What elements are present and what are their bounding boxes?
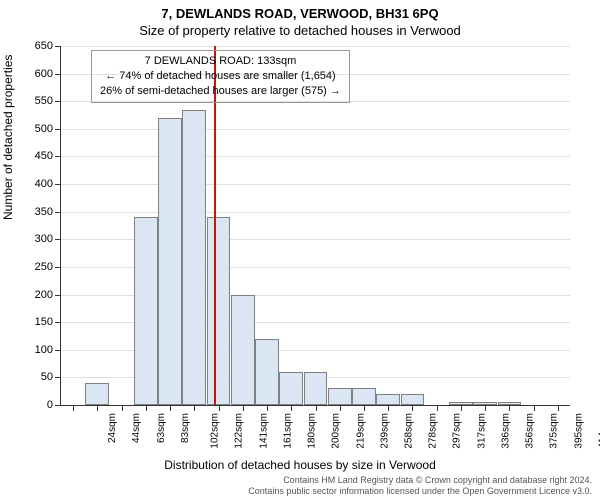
x-tick (267, 405, 268, 411)
chart-area: 0501001502002503003504004505005506006502… (60, 46, 570, 406)
x-tick (146, 405, 147, 411)
x-label: 44sqm (131, 413, 142, 443)
page-title: 7, DEWLANDS ROAD, VERWOOD, BH31 6PQ (0, 0, 600, 21)
x-tick (73, 405, 74, 411)
histogram-bar (352, 388, 376, 405)
y-label: 500 (35, 123, 61, 135)
x-label: 180sqm (307, 413, 318, 449)
x-tick (170, 405, 171, 411)
x-label: 161sqm (282, 413, 293, 449)
histogram-bar (207, 217, 231, 405)
infobox-line2: ← 74% of detached houses are smaller (1,… (100, 69, 341, 84)
chart-container: 7, DEWLANDS ROAD, VERWOOD, BH31 6PQ Size… (0, 0, 600, 500)
x-label: 83sqm (180, 413, 191, 443)
histogram-bar (134, 217, 158, 405)
x-label: 122sqm (234, 413, 245, 449)
infobox-line1: 7 DEWLANDS ROAD: 133sqm (100, 54, 341, 69)
y-label: 50 (41, 371, 61, 383)
x-label: 336sqm (501, 413, 512, 449)
y-label: 100 (35, 344, 61, 356)
histogram-bar (376, 394, 400, 405)
x-tick (219, 405, 220, 411)
y-label: 350 (35, 206, 61, 218)
x-label: 356sqm (525, 413, 536, 449)
x-tick (291, 405, 292, 411)
x-label: 297sqm (452, 413, 463, 449)
x-tick (97, 405, 98, 411)
y-label: 150 (35, 316, 61, 328)
gridline (61, 184, 570, 185)
histogram-bar (231, 295, 255, 405)
histogram-bar (279, 372, 303, 405)
x-label: 239sqm (379, 413, 390, 449)
y-label: 200 (35, 289, 61, 301)
x-label: 317sqm (476, 413, 487, 449)
y-label: 650 (35, 40, 61, 52)
x-label: 102sqm (210, 413, 221, 449)
x-tick (194, 405, 195, 411)
x-label: 258sqm (404, 413, 415, 449)
x-label: 278sqm (428, 413, 439, 449)
y-label: 550 (35, 95, 61, 107)
gridline (61, 156, 570, 157)
x-tick (388, 405, 389, 411)
x-tick (122, 405, 123, 411)
y-label: 400 (35, 178, 61, 190)
x-tick (437, 405, 438, 411)
x-label: 24sqm (107, 413, 118, 443)
x-tick (243, 405, 244, 411)
x-label: 141sqm (258, 413, 269, 449)
histogram-bar (401, 394, 425, 405)
x-tick (558, 405, 559, 411)
y-label: 300 (35, 233, 61, 245)
infobox-line3: 26% of semi-detached houses are larger (… (100, 84, 341, 99)
attribution-line1: Contains HM Land Registry data © Crown c… (248, 475, 592, 486)
attribution-line2: Contains public sector information licen… (248, 486, 592, 497)
y-label: 600 (35, 68, 61, 80)
histogram-bar (85, 383, 109, 405)
x-tick (461, 405, 462, 411)
histogram-bar (328, 388, 352, 405)
gridline (61, 129, 570, 130)
x-tick (316, 405, 317, 411)
x-tick (534, 405, 535, 411)
x-tick (412, 405, 413, 411)
x-axis-title: Distribution of detached houses by size … (0, 458, 600, 472)
info-box: 7 DEWLANDS ROAD: 133sqm ← 74% of detache… (91, 50, 350, 103)
x-label: 63sqm (156, 413, 167, 443)
y-axis-title: Number of detached properties (1, 55, 15, 220)
attribution: Contains HM Land Registry data © Crown c… (248, 475, 592, 497)
x-tick (364, 405, 365, 411)
x-label: 200sqm (331, 413, 342, 449)
x-tick (509, 405, 510, 411)
y-label: 0 (47, 399, 61, 411)
histogram-bar (304, 372, 328, 405)
x-label: 395sqm (573, 413, 584, 449)
x-tick (485, 405, 486, 411)
x-label: 219sqm (355, 413, 366, 449)
y-label: 250 (35, 261, 61, 273)
histogram-bar (158, 118, 182, 405)
gridline (61, 212, 570, 213)
x-tick (340, 405, 341, 411)
x-label: 375sqm (549, 413, 560, 449)
y-label: 450 (35, 150, 61, 162)
histogram-bar (182, 110, 206, 405)
gridline (61, 46, 570, 47)
page-subtitle: Size of property relative to detached ho… (0, 21, 600, 38)
histogram-bar (255, 339, 279, 405)
